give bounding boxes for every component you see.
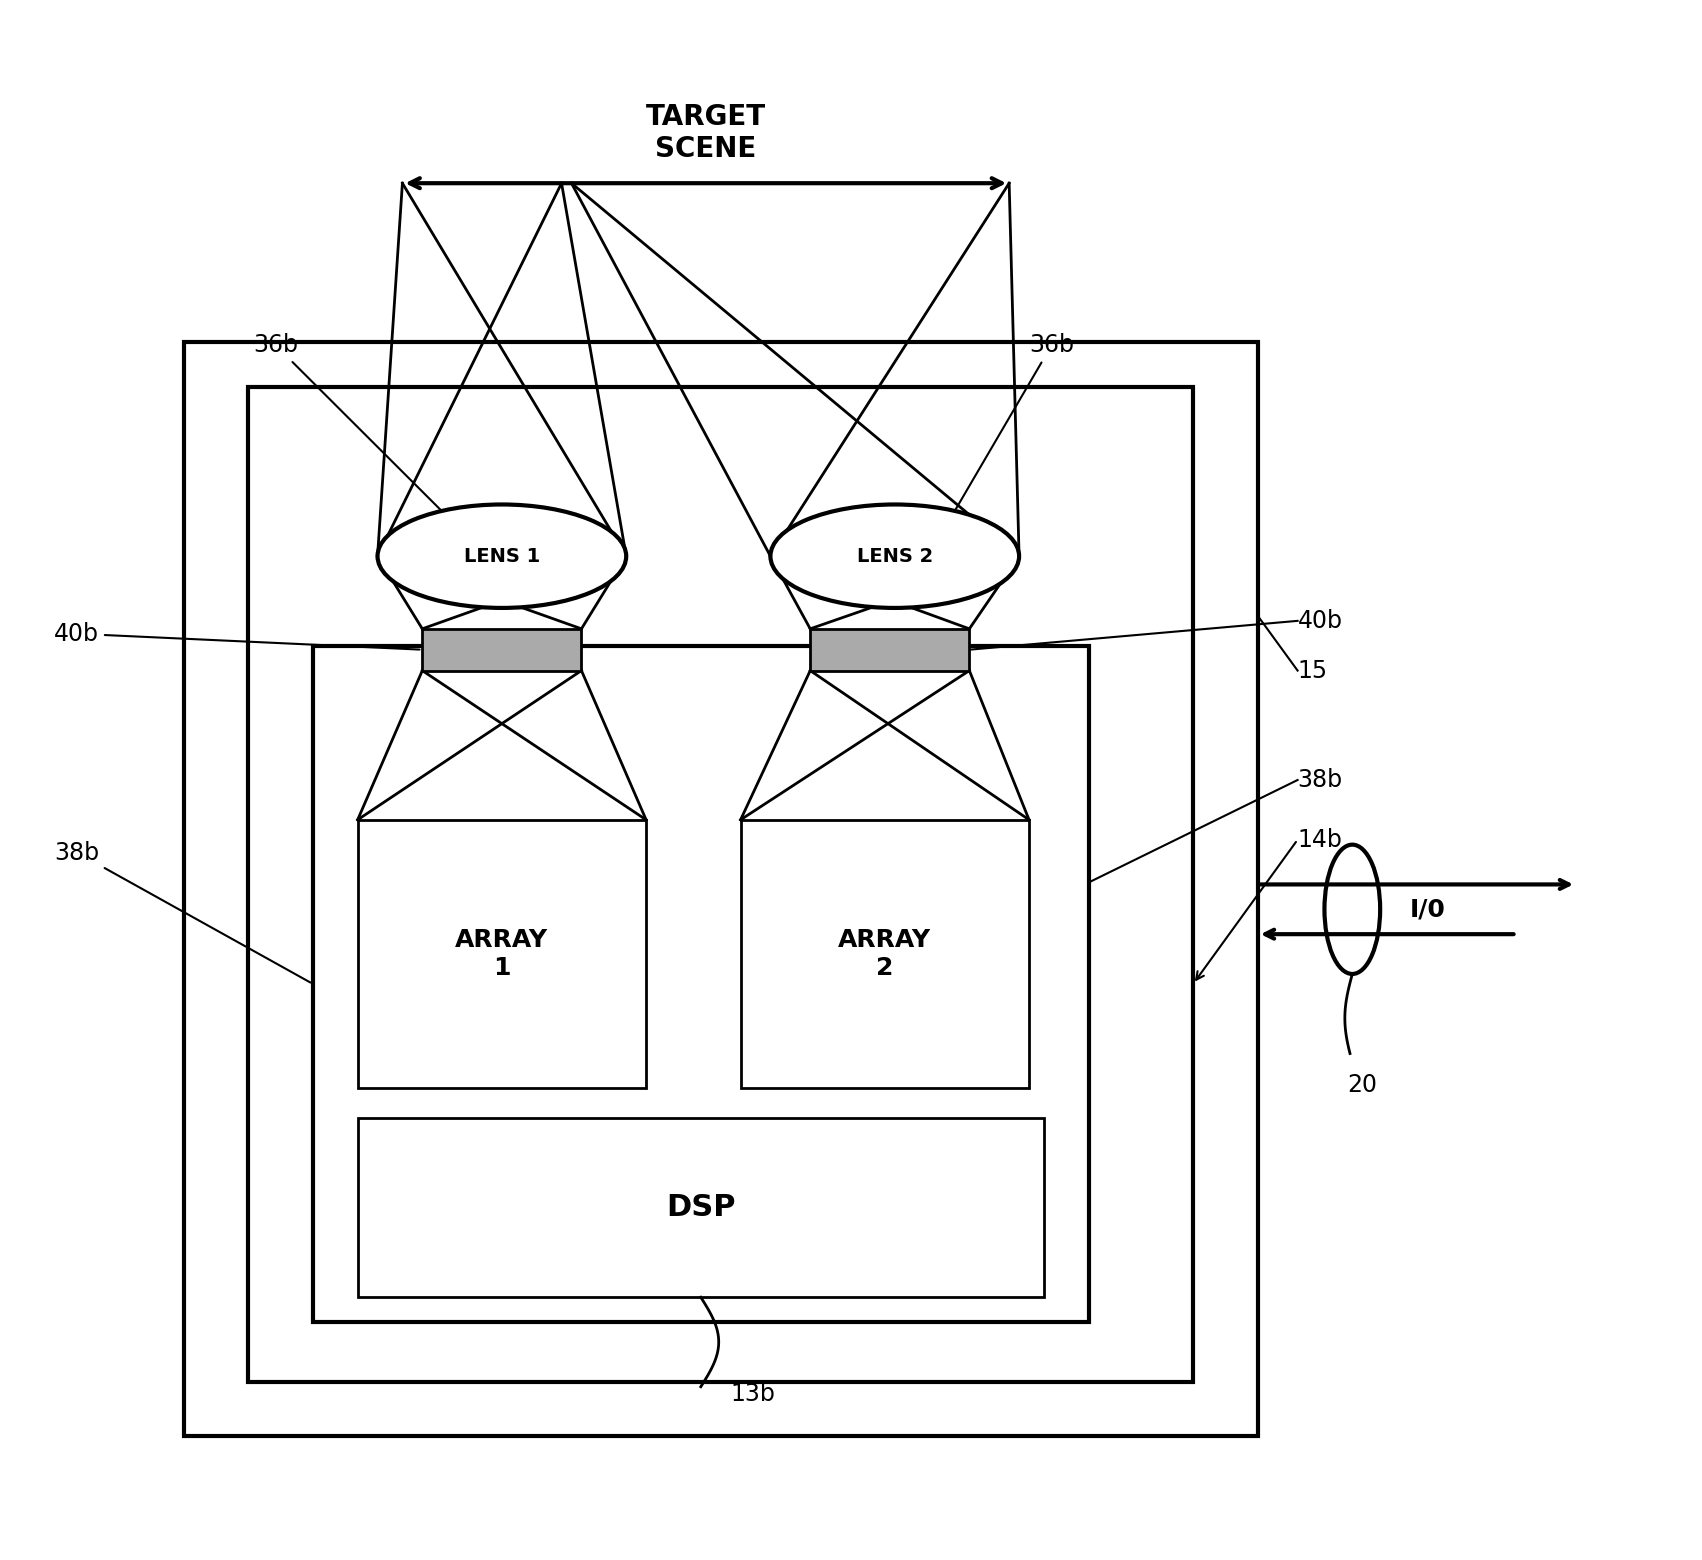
Text: DSP: DSP xyxy=(665,1193,735,1221)
Bar xyxy=(248,387,1193,1382)
Text: 40b: 40b xyxy=(1297,608,1343,633)
Ellipse shape xyxy=(1324,844,1380,973)
Bar xyxy=(740,821,1030,1089)
Text: 38b: 38b xyxy=(54,841,310,983)
Text: 36b: 36b xyxy=(254,334,441,510)
Bar xyxy=(357,821,647,1089)
Text: 38b: 38b xyxy=(1297,768,1343,792)
Bar xyxy=(313,646,1089,1321)
Text: 13b: 13b xyxy=(730,1382,776,1406)
Text: TARGET
SCENE: TARGET SCENE xyxy=(645,103,766,164)
Text: 14b: 14b xyxy=(1297,828,1343,852)
Text: 36b: 36b xyxy=(957,334,1074,509)
Bar xyxy=(422,629,582,671)
Text: LENS 2: LENS 2 xyxy=(856,546,933,566)
Text: ARRAY
2: ARRAY 2 xyxy=(839,928,931,980)
Text: 20: 20 xyxy=(1348,1073,1377,1097)
Text: I/0: I/0 xyxy=(1409,897,1447,922)
Ellipse shape xyxy=(378,504,626,608)
Bar xyxy=(357,1119,1043,1298)
Text: ARRAY
1: ARRAY 1 xyxy=(456,928,548,980)
Bar xyxy=(810,629,970,671)
Bar xyxy=(184,342,1258,1437)
Text: 40b: 40b xyxy=(54,622,419,649)
Text: LENS 1: LENS 1 xyxy=(463,546,540,566)
Ellipse shape xyxy=(771,504,1019,608)
Text: 15: 15 xyxy=(1297,658,1328,683)
